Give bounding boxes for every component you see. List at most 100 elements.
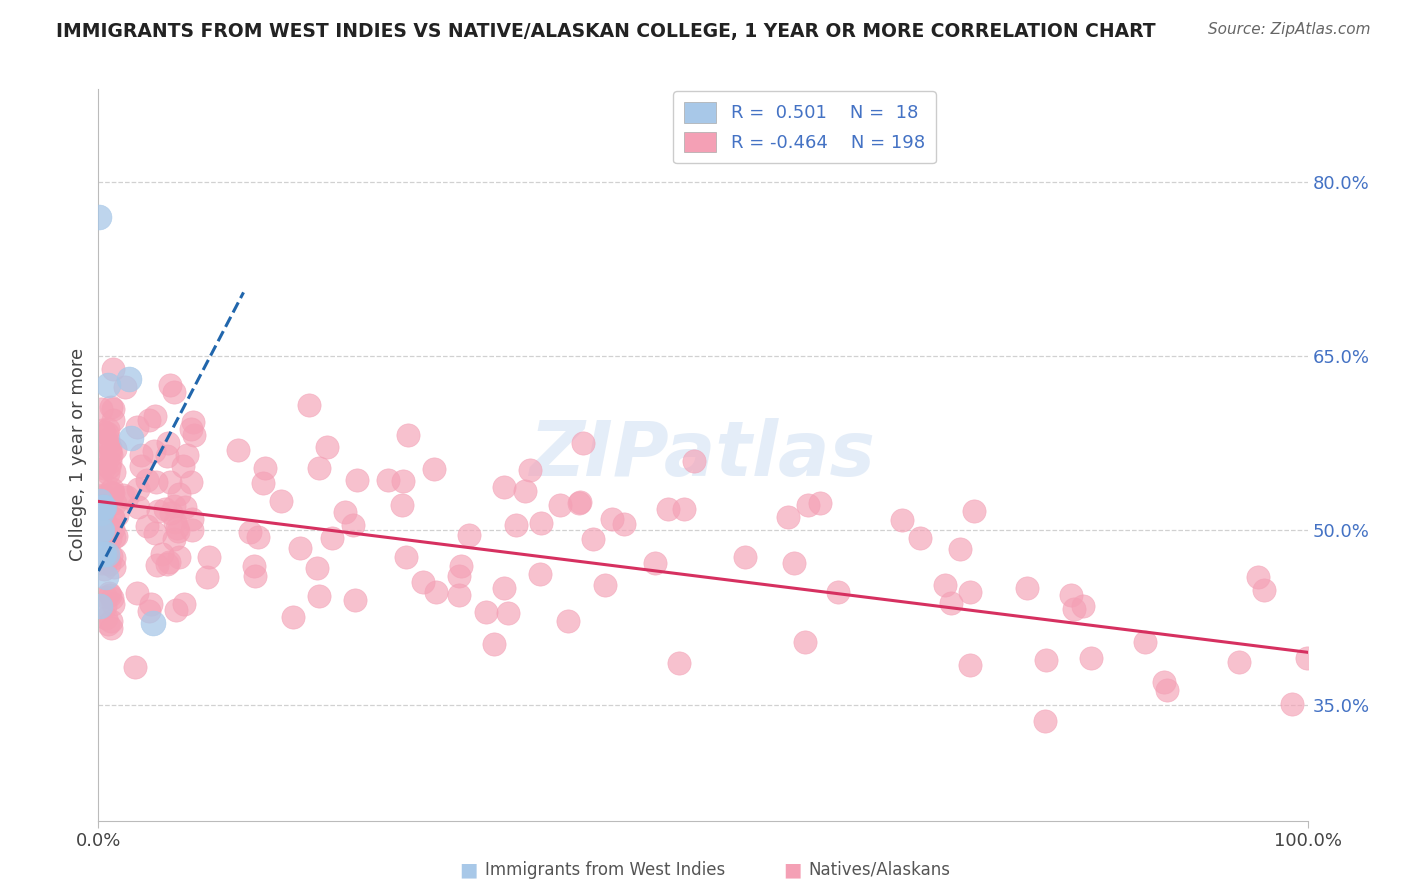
Point <box>1060 588 1083 602</box>
Point <box>101 522 124 536</box>
Point <box>142 443 165 458</box>
Point <box>98 454 121 468</box>
Point <box>97 378 120 392</box>
Point <box>283 610 305 624</box>
Point <box>683 454 706 468</box>
Point <box>672 502 695 516</box>
Point <box>127 500 149 514</box>
Point <box>142 616 165 631</box>
Point <box>104 496 127 510</box>
Point <box>101 482 124 496</box>
Point <box>103 530 125 544</box>
Point <box>1296 651 1319 665</box>
Point <box>934 578 956 592</box>
Point <box>98 460 121 475</box>
Point <box>342 517 364 532</box>
Point <box>100 448 122 462</box>
Text: Immigrants from West Indies: Immigrants from West Indies <box>485 861 725 879</box>
Point <box>450 559 472 574</box>
Text: ■: ■ <box>783 860 801 880</box>
Point <box>96 611 118 625</box>
Point <box>93 547 115 561</box>
Point <box>1247 569 1270 583</box>
Point <box>1080 651 1102 665</box>
Point <box>89 494 111 508</box>
Point <box>226 442 249 457</box>
Point <box>949 541 972 556</box>
Point <box>91 500 114 515</box>
Point <box>333 505 356 519</box>
Point <box>93 425 115 439</box>
Point <box>391 498 413 512</box>
Point <box>593 578 616 592</box>
Point <box>124 659 146 673</box>
Point <box>165 603 187 617</box>
Point <box>572 436 595 450</box>
Point <box>963 503 986 517</box>
Point <box>127 482 149 496</box>
Point <box>97 433 120 447</box>
Point <box>94 599 117 614</box>
Point <box>173 500 195 514</box>
Point <box>101 485 124 500</box>
Point <box>447 569 470 583</box>
Y-axis label: College, 1 year or more: College, 1 year or more <box>69 349 87 561</box>
Point <box>125 586 148 600</box>
Point <box>163 384 186 399</box>
Point <box>120 430 142 444</box>
Point <box>93 500 115 515</box>
Point <box>344 593 367 607</box>
Point <box>91 488 114 502</box>
Point <box>668 657 690 671</box>
Point <box>776 510 799 524</box>
Legend: R =  0.501    N =  18, R = -0.464    N = 198: R = 0.501 N = 18, R = -0.464 N = 198 <box>673 91 936 163</box>
Point <box>1133 635 1156 649</box>
Point <box>156 435 179 450</box>
Point <box>163 515 186 529</box>
Point <box>103 597 125 611</box>
Point <box>568 495 591 509</box>
Point <box>89 599 111 613</box>
Text: IMMIGRANTS FROM WEST INDIES VS NATIVE/ALASKAN COLLEGE, 1 YEAR OR MORE CORRELATIO: IMMIGRANTS FROM WEST INDIES VS NATIVE/AL… <box>56 22 1156 41</box>
Point <box>129 448 152 462</box>
Text: Source: ZipAtlas.com: Source: ZipAtlas.com <box>1208 22 1371 37</box>
Point <box>96 520 118 534</box>
Point <box>447 588 470 602</box>
Point <box>94 570 117 584</box>
Point <box>513 484 536 499</box>
Point <box>97 436 120 450</box>
Point <box>167 487 190 501</box>
Point <box>103 559 125 574</box>
Point <box>93 562 115 576</box>
Point <box>458 528 481 542</box>
Point <box>484 637 506 651</box>
Point <box>159 475 181 490</box>
Point <box>101 591 124 605</box>
Point <box>173 597 195 611</box>
Point <box>98 445 121 459</box>
Point <box>93 461 115 475</box>
Point <box>97 466 120 480</box>
Point <box>1015 581 1038 595</box>
Point <box>827 584 849 599</box>
Point <box>143 526 166 541</box>
Point <box>180 475 202 490</box>
Point <box>138 604 160 618</box>
Point <box>474 605 496 619</box>
Point <box>167 524 190 538</box>
Point <box>1063 602 1085 616</box>
Point <box>167 550 190 565</box>
Point <box>180 523 202 537</box>
Point <box>105 508 128 523</box>
Point <box>114 379 136 393</box>
Point <box>157 555 180 569</box>
Point <box>568 496 591 510</box>
Point <box>101 413 124 427</box>
Point <box>644 557 666 571</box>
Point <box>100 621 122 635</box>
Point <box>657 501 679 516</box>
Point <box>98 586 121 600</box>
Point <box>91 556 114 570</box>
Point <box>90 524 112 538</box>
Point <box>166 521 188 535</box>
